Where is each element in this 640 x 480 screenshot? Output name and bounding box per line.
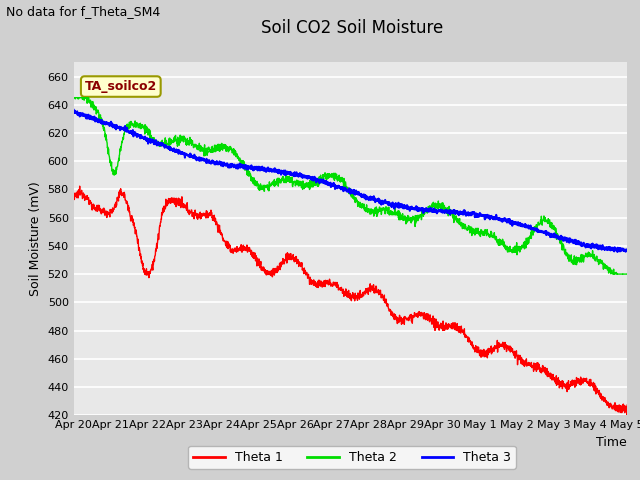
Text: TA_soilco2: TA_soilco2 bbox=[84, 80, 157, 93]
Text: No data for f_Theta_SM4: No data for f_Theta_SM4 bbox=[6, 5, 161, 18]
X-axis label: Time: Time bbox=[596, 436, 627, 449]
Legend: Theta 1, Theta 2, Theta 3: Theta 1, Theta 2, Theta 3 bbox=[188, 446, 516, 469]
Text: Soil CO2 Soil Moisture: Soil CO2 Soil Moisture bbox=[261, 19, 443, 37]
Y-axis label: Soil Moisture (mV): Soil Moisture (mV) bbox=[29, 181, 42, 296]
